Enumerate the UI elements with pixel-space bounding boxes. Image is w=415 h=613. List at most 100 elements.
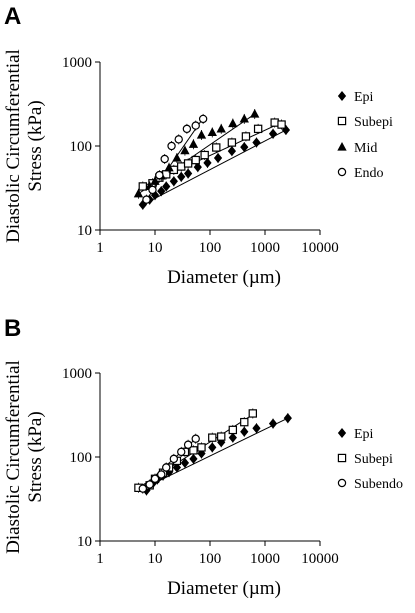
data-point bbox=[268, 128, 278, 139]
data-point bbox=[167, 141, 176, 151]
data-point bbox=[228, 118, 238, 128]
x-tick-label: 10 bbox=[148, 240, 163, 256]
data-point bbox=[207, 127, 217, 137]
data-point bbox=[270, 118, 279, 127]
data-point bbox=[198, 114, 208, 124]
data-point bbox=[191, 434, 200, 443]
data-point bbox=[197, 443, 206, 452]
legend-marker-epi bbox=[337, 90, 347, 102]
data-point bbox=[252, 423, 261, 434]
legend-marker-endo bbox=[337, 167, 347, 177]
data-point bbox=[228, 425, 238, 435]
panel-letter: B bbox=[4, 315, 21, 342]
x-tick-label: 100 bbox=[199, 240, 222, 256]
data-point bbox=[169, 454, 179, 464]
x-tick-label: 1 bbox=[96, 551, 104, 567]
legend-marker-mid bbox=[337, 141, 347, 151]
data-point bbox=[150, 474, 160, 484]
data-point bbox=[157, 470, 166, 479]
data-point bbox=[253, 124, 263, 134]
data-point bbox=[208, 442, 217, 453]
data-point bbox=[252, 137, 261, 148]
data-point bbox=[138, 182, 147, 191]
legend-label-epi: Epi bbox=[354, 90, 374, 105]
data-point bbox=[213, 152, 223, 164]
data-point bbox=[155, 170, 164, 180]
data-point bbox=[189, 453, 198, 464]
data-point bbox=[162, 463, 171, 472]
data-point bbox=[196, 130, 207, 139]
data-point bbox=[268, 418, 278, 429]
y-tick-label: 1000 bbox=[62, 55, 92, 71]
data-point bbox=[142, 195, 151, 204]
x-tick-label: 1 bbox=[96, 240, 104, 256]
data-point bbox=[227, 138, 237, 147]
series-epi bbox=[138, 124, 291, 210]
x-tick-label: 10000 bbox=[301, 551, 339, 567]
x-tick-label: 10 bbox=[148, 551, 163, 567]
legend-label-epi: Epi bbox=[354, 427, 374, 442]
data-point bbox=[164, 162, 174, 172]
legend-marker-subendo bbox=[337, 478, 347, 488]
data-point bbox=[162, 181, 171, 192]
data-point bbox=[197, 448, 206, 459]
data-point bbox=[189, 446, 198, 455]
legend-marker-subepi bbox=[337, 453, 347, 463]
legend: Epi Subepi Mid Endo bbox=[337, 90, 393, 181]
data-point bbox=[217, 432, 226, 441]
data-point bbox=[172, 462, 182, 473]
y-tick-label: 100 bbox=[70, 450, 93, 466]
data-point bbox=[277, 120, 286, 129]
series-epi bbox=[142, 413, 292, 496]
data-point bbox=[228, 432, 237, 443]
y-tick-label: 1000 bbox=[62, 366, 92, 382]
y-tick-label: 10 bbox=[77, 223, 92, 239]
data-point bbox=[177, 447, 186, 457]
legend: Epi Subepi Subendo bbox=[337, 427, 403, 492]
legend-marker-epi bbox=[337, 427, 347, 439]
data-point bbox=[239, 113, 249, 123]
data-point bbox=[240, 417, 249, 427]
data-point bbox=[148, 185, 157, 195]
x-tick-label: 100 bbox=[199, 551, 222, 567]
x-axis-title: Diameter (µm) bbox=[167, 578, 281, 599]
data-point bbox=[169, 176, 178, 187]
y-tick-label: 10 bbox=[77, 534, 92, 550]
legend-marker-subepi bbox=[337, 116, 347, 126]
legend-label-subendo: Subendo bbox=[354, 477, 403, 492]
data-point bbox=[216, 123, 226, 133]
legend-label-endo: Endo bbox=[354, 166, 384, 181]
data-point bbox=[191, 121, 200, 130]
data-point bbox=[241, 132, 251, 141]
data-point bbox=[183, 168, 193, 179]
legend-label-subepi: Subepi bbox=[354, 452, 393, 467]
data-point bbox=[145, 480, 154, 489]
data-point bbox=[248, 409, 257, 418]
series-subepi bbox=[138, 117, 286, 192]
data-point bbox=[138, 484, 147, 493]
data-point bbox=[172, 152, 182, 162]
data-point bbox=[133, 188, 144, 198]
x-axis-title: Diameter (µm) bbox=[167, 267, 281, 288]
legend-label-subepi: Subepi bbox=[354, 115, 393, 130]
x-tick-label: 10000 bbox=[301, 240, 339, 256]
y-axis-title: Diastolic CircumferentialStress (kPa) bbox=[3, 360, 46, 554]
data-point bbox=[203, 157, 212, 168]
series-endo bbox=[142, 113, 208, 205]
legend-label-mid: Mid bbox=[354, 141, 377, 156]
data-point bbox=[227, 146, 237, 157]
data-point bbox=[240, 426, 249, 437]
data-point bbox=[160, 154, 169, 164]
panel-letter: A bbox=[4, 3, 21, 30]
data-point bbox=[182, 124, 192, 134]
data-point bbox=[177, 162, 186, 171]
data-point bbox=[188, 139, 199, 148]
data-point bbox=[250, 109, 260, 118]
series-subendo bbox=[138, 433, 200, 494]
data-point bbox=[157, 186, 166, 197]
data-point bbox=[180, 145, 190, 155]
data-point bbox=[174, 135, 183, 144]
fit-line-epi bbox=[142, 129, 287, 206]
